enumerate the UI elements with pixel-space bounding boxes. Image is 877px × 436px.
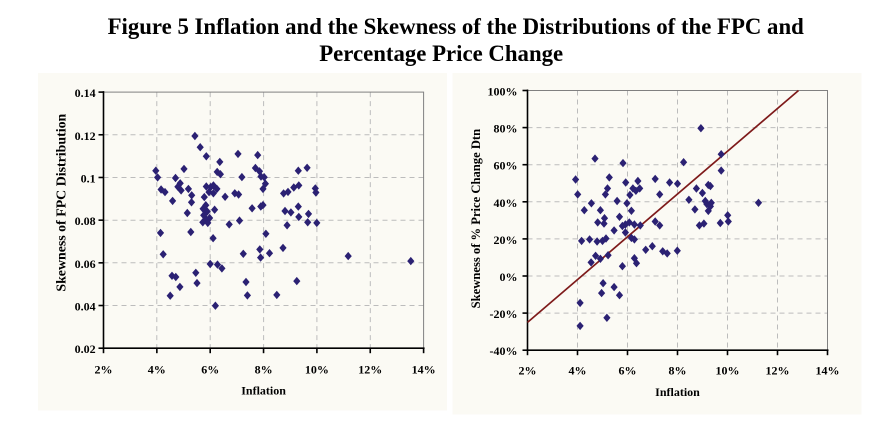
svg-text:0.14: 0.14: [75, 86, 96, 100]
svg-text:Skewness of % Price Change Dtn: Skewness of % Price Change Dtn: [469, 129, 483, 308]
svg-text:40%: 40%: [494, 196, 518, 210]
svg-text:0.08: 0.08: [75, 214, 96, 228]
svg-text:12%: 12%: [358, 363, 382, 377]
svg-text:20%: 20%: [494, 233, 518, 247]
svg-text:14%: 14%: [412, 363, 436, 377]
svg-text:Inflation: Inflation: [241, 383, 286, 397]
svg-text:6%: 6%: [619, 363, 637, 377]
svg-text:Skewness of FPC Distribution: Skewness of FPC Distribution: [55, 113, 70, 291]
svg-text:0.1: 0.1: [81, 172, 96, 186]
svg-text:0.04: 0.04: [75, 300, 96, 314]
svg-text:0.12: 0.12: [75, 129, 96, 143]
svg-text:12%: 12%: [766, 363, 790, 377]
svg-text:Inflation: Inflation: [655, 385, 700, 399]
svg-text:100%: 100%: [488, 85, 518, 99]
svg-text:60%: 60%: [494, 159, 518, 173]
svg-text:2%: 2%: [519, 363, 537, 377]
svg-text:0%: 0%: [500, 270, 518, 284]
svg-text:0.02: 0.02: [75, 342, 96, 356]
svg-text:6%: 6%: [201, 363, 219, 377]
svg-text:10%: 10%: [716, 363, 740, 377]
svg-text:4%: 4%: [569, 363, 587, 377]
svg-text:2%: 2%: [95, 363, 113, 377]
svg-text:8%: 8%: [669, 363, 687, 377]
svg-text:8%: 8%: [255, 363, 273, 377]
svg-text:-40%: -40%: [490, 344, 518, 358]
svg-text:Percentage Price Change: Percentage Price Change: [319, 41, 563, 66]
svg-text:14%: 14%: [816, 363, 840, 377]
svg-text:-20%: -20%: [490, 307, 518, 321]
svg-text:Figure 5 Inflation and the Ske: Figure 5 Inflation and the Skewness of t…: [108, 14, 805, 39]
svg-text:4%: 4%: [148, 363, 166, 377]
svg-text:10%: 10%: [305, 363, 329, 377]
svg-text:0.06: 0.06: [75, 257, 96, 271]
svg-text:80%: 80%: [494, 122, 518, 136]
